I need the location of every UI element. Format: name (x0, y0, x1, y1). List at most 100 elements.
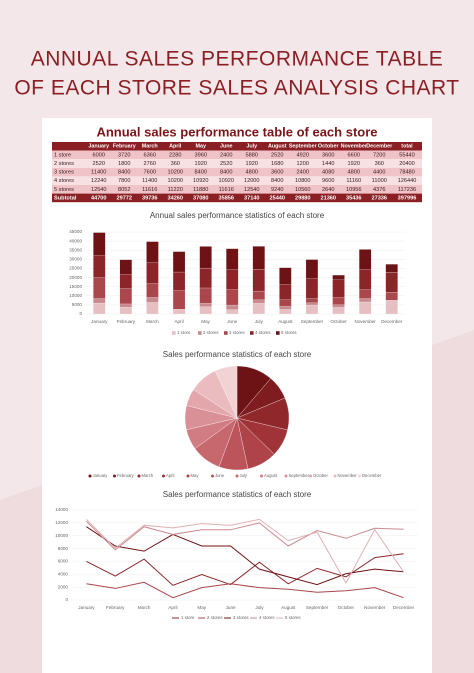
x-tick-label: February (117, 319, 136, 324)
page-title: OF EACH STORE SALES ANALYSIS CHART (14, 77, 459, 100)
table-cell: 8400 (220, 170, 232, 176)
table-cell: 4920 (297, 152, 309, 158)
bar-segment (279, 309, 292, 315)
x-tick-label: June (226, 605, 236, 610)
y-tick-label: 5000 (72, 302, 83, 307)
table-cell: 29772 (116, 195, 132, 201)
table-cell: 11000 (372, 178, 387, 184)
column-header: November (341, 144, 368, 150)
y-tick-label: 0 (65, 597, 68, 602)
table-cell: 7600 (144, 170, 156, 176)
table-cell-total: 20400 (399, 161, 415, 167)
legend-label: 4 stores (259, 615, 275, 620)
bar-segment (93, 298, 106, 304)
table-cell: 10200 (167, 170, 183, 176)
table-cell: 11616 (142, 187, 157, 193)
table-cell: 4400 (373, 170, 385, 176)
table-cell: 39736 (142, 195, 158, 201)
x-tick-label: June (227, 319, 237, 324)
legend-swatch (284, 474, 288, 478)
legend-swatch (358, 474, 361, 478)
bar-segment (279, 284, 292, 300)
bar-segment (146, 297, 159, 303)
bar-segment (305, 298, 319, 303)
y-tick-label: 6000 (58, 559, 69, 564)
table-cell-total: 126440 (398, 178, 417, 184)
legend-label: 2 stores (203, 330, 219, 335)
page-title: ANNUAL SALES PERFORMANCE TABLE (31, 48, 444, 71)
bar-segment (359, 249, 372, 270)
y-tick-label: 15000 (69, 284, 82, 289)
line-series (86, 581, 404, 599)
legend-swatch (250, 331, 254, 335)
bar-segment (332, 307, 345, 315)
x-tick-label: May (197, 605, 206, 610)
bar-segment (93, 255, 106, 278)
table-cell: 11616 (219, 187, 234, 193)
table-cell: 6000 (93, 152, 105, 158)
table-row-bg (52, 159, 422, 168)
legend-label: September (289, 473, 310, 478)
bar-segment (359, 301, 372, 315)
chart-title: Sales performance statistics of each sto… (163, 490, 312, 499)
table-cell: 10956 (346, 187, 362, 193)
legend-label: July (240, 473, 248, 478)
row-label: 5 stores (54, 187, 74, 193)
legend-swatch (162, 474, 165, 478)
bar-segment (252, 246, 265, 270)
table-cell: 12540 (244, 187, 260, 193)
table-cell: 3960 (195, 152, 207, 158)
table-cell: 9240 (271, 187, 283, 193)
y-tick-label: 8000 (58, 546, 69, 551)
legend-label: 4 stores (255, 330, 271, 335)
table-cell: 1920 (195, 161, 207, 167)
y-tick-label: 40000 (69, 238, 82, 243)
bar-segment (359, 269, 372, 290)
x-tick-label: May (201, 319, 210, 324)
bar-segment (146, 302, 159, 315)
row-label: 4 stores (54, 178, 74, 184)
table-cell: 4800 (246, 170, 258, 176)
x-tick-label: November (364, 605, 386, 610)
table-cell: 25440 (269, 195, 285, 201)
bar-segment (385, 272, 398, 293)
bar-segment (199, 303, 212, 307)
bar-segment (305, 304, 319, 315)
legend-label: June (215, 473, 225, 478)
legend-label: November (338, 473, 358, 478)
chart-title: Sales performance statistics of each sto… (163, 350, 312, 359)
table-cell: 1680 (271, 161, 283, 167)
column-header: total (401, 144, 413, 150)
table-row-bg (52, 193, 422, 203)
legend-label: May (191, 473, 200, 478)
table-cell-total: 78480 (399, 170, 415, 176)
bar-segment (385, 292, 398, 301)
x-tick-label: March (146, 319, 159, 324)
bar-segment (146, 262, 159, 284)
table-cell: 10920 (193, 178, 209, 184)
row-label: 2 stores (54, 161, 74, 167)
row-label: 1 store (54, 152, 71, 158)
table-cell: 44700 (91, 195, 107, 201)
table-cell: 10560 (295, 187, 311, 193)
table-cell: 8052 (118, 187, 130, 193)
table-cell: 8400 (271, 178, 283, 184)
bar-segment (119, 274, 132, 289)
table-row-bg (52, 176, 422, 185)
table-cell: 3600 (322, 152, 334, 158)
bar-segment (359, 298, 372, 303)
table-cell: 35856 (218, 195, 234, 201)
legend-label: February (117, 473, 135, 478)
table-cell: 7200 (373, 152, 385, 158)
table-cell: 21360 (320, 195, 336, 201)
bar-segment (93, 277, 106, 299)
bar-segment (199, 287, 212, 304)
bar-segment (279, 299, 292, 307)
y-tick-label: 2000 (58, 584, 69, 589)
bar-segment (172, 251, 186, 273)
line-series (86, 526, 404, 586)
bar-segment (332, 304, 345, 308)
x-tick-label: July (255, 605, 264, 610)
legend-swatch (333, 474, 337, 478)
table-cell: 34260 (167, 195, 183, 201)
